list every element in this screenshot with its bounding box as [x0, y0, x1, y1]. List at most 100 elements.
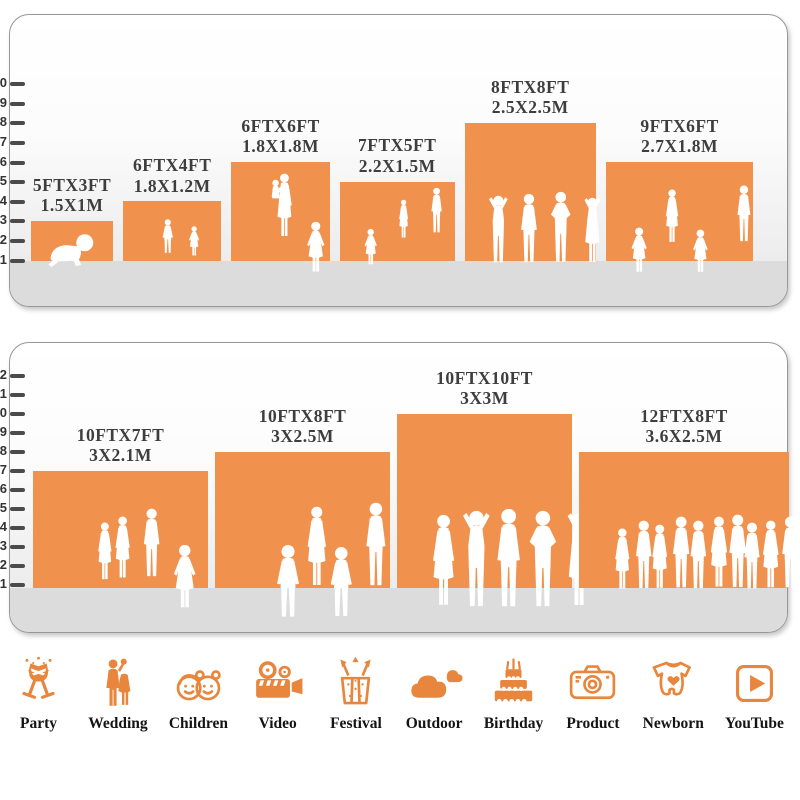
festival-icon	[340, 656, 372, 705]
category-label: Outdoor	[405, 715, 463, 732]
floor-strip	[10, 261, 787, 306]
size-m: 1.8X1.2M	[133, 175, 211, 196]
y-axis-tick-3: 3	[0, 212, 25, 227]
backdrop-size-label: 8FTX8FT 2.5X2.5M	[491, 77, 569, 118]
y-axis-tick-3: 3	[0, 538, 25, 553]
y-axis-tick-label: 3	[0, 538, 7, 553]
size-m: 1.5X1M	[40, 195, 104, 216]
video-icon	[256, 661, 303, 698]
category-label: Newborn	[642, 715, 704, 732]
category-newborn: Newborn	[643, 655, 704, 733]
size-ft: 9FTX6FT	[640, 115, 719, 136]
backdrop-size-label: 6FTX6FT 1.8X1.8M	[241, 116, 319, 157]
newborn-icon	[652, 661, 691, 696]
category-outdoor: Outdoor	[406, 655, 463, 733]
backdrop-size-label: 9FTX6FT 2.7X1.8M	[640, 116, 718, 157]
y-axis-tick-label: 5	[0, 500, 7, 515]
y-axis-tick-label: 7	[0, 462, 7, 477]
size-m: 3X2.5M	[271, 426, 334, 447]
backdrop-size-label: 7FTX5FT 2.2X1.5M	[358, 135, 436, 176]
y-axis-tick-label: 10	[0, 405, 7, 420]
people-silhouette-family-of-four-walking	[215, 452, 390, 600]
backdrop-bar-5ftx3ft: 5FTX3FT 1.5X1M	[31, 175, 113, 261]
backdrop-bar-8ftx8ft: 8FTX8FT 2.5X2.5M	[464, 77, 596, 261]
category-festival: Festival	[327, 655, 384, 733]
size-ft: 8FTX8FT	[491, 76, 570, 97]
youtube-icon	[735, 665, 773, 702]
wedding-icon	[106, 658, 131, 706]
category-label: Party	[19, 715, 57, 732]
size-m: 3X2.1M	[89, 445, 152, 466]
y-axis-tick-label: 4	[0, 192, 7, 208]
y-axis-tick-5: 5	[0, 173, 25, 188]
backdrop-size-label: 10FTX8FT 3X2.5M	[259, 406, 347, 447]
category-label: Wedding	[88, 715, 148, 732]
y-axis-tick-label: 5	[0, 173, 7, 189]
size-ft: 7FTX5FT	[358, 135, 437, 156]
backdrop-bar-7ftx5ft: 7FTX5FT 2.2X1.5M	[339, 135, 455, 261]
y-axis-tick-10: 10	[0, 405, 25, 420]
backdrop-size-label: 10FTX7FT 3X2.1M	[77, 425, 165, 466]
category-label: Video	[258, 715, 297, 732]
y-axis-tick-label: 6	[0, 153, 7, 169]
birthday-icon	[494, 658, 533, 704]
children-icon	[176, 670, 221, 701]
y-axis-tick-7: 7	[0, 462, 25, 477]
size-ft: 6FTX6FT	[241, 115, 320, 136]
y-axis-tick-label: 10	[0, 75, 7, 91]
category-youtube: YouTube	[725, 655, 784, 733]
size-ft: 12FTX8FT	[640, 405, 728, 426]
y-axis-tick-8: 8	[0, 443, 25, 458]
category-label: Birthday	[483, 715, 544, 732]
y-axis-tick-4: 4	[0, 193, 25, 208]
y-axis-tick-4: 4	[0, 519, 25, 534]
backdrop-bar-6ftx4ft: 6FTX4FT 1.8X1.2M	[123, 155, 222, 261]
category-label: YouTube	[725, 715, 784, 732]
y-axis-tick-11: 11	[0, 386, 25, 401]
size-ft: 6FTX4FT	[133, 154, 212, 175]
backdrop-bar-12ftx8ft: 12FTX8FT 3.6X2.5M	[579, 406, 789, 588]
outdoor-icon	[410, 670, 463, 698]
y-axis-tick-label: 2	[0, 557, 7, 572]
people-silhouette-two-women-man-and-girl	[33, 471, 208, 600]
backdrop-bar-10ftx7ft: 10FTX7FT 3X2.1M	[33, 425, 208, 588]
y-axis-tick-label: 1	[0, 251, 7, 267]
size-m: 3.6X2.5M	[645, 426, 723, 447]
y-axis-tick-10: 10	[0, 75, 25, 90]
category-video: Video	[249, 655, 306, 733]
people-silhouette-crowd-of-people	[579, 452, 789, 600]
medium-large-backdrops-panel: 123456789101112 10FTX7FT3X2.1M10FTX8FT3X…	[0, 342, 789, 633]
size-m: 3X3M	[460, 388, 509, 409]
y-axis-tick-12: 12	[0, 367, 25, 382]
y-axis-tick-7: 7	[0, 134, 25, 149]
backdrop-bar-6ftx6ft: 6FTX6FT 1.8X1.8M	[231, 116, 330, 261]
y-axis-tick-label: 2	[0, 231, 7, 247]
y-axis-tick-2: 2	[0, 232, 25, 247]
category-party: Party	[10, 655, 67, 733]
floor-strip	[10, 588, 787, 632]
size-ft: 10FTX7FT	[76, 424, 165, 445]
backdrop-bar-10ftx8ft: 10FTX8FT 3X2.5M	[215, 406, 390, 588]
category-label: Festival	[330, 715, 382, 732]
y-axis-tick-9: 9	[0, 95, 25, 110]
people-silhouette-mother-holding-child-and-girl	[231, 162, 329, 273]
y-axis-tick-1: 1	[0, 252, 25, 267]
y-axis-tick-label: 6	[0, 481, 7, 496]
category-row: Party Wedding Children Video Festival Outdoor…	[0, 655, 800, 733]
y-axis-tick-1: 1	[0, 576, 25, 591]
category-product: Product	[564, 655, 621, 733]
y-axis-tick-6: 6	[0, 154, 25, 169]
party-icon	[22, 656, 55, 699]
backdrop-bar-10ftx10ft: 10FTX10FT 3X3M	[397, 368, 572, 588]
y-axis-tick-9: 9	[0, 424, 25, 439]
size-m: 2.7X1.8M	[641, 136, 719, 157]
backdrop-size-label: 12FTX8FT 3.6X2.5M	[640, 406, 728, 447]
category-wedding: Wedding	[88, 655, 148, 733]
y-axis-tick-8: 8	[0, 114, 25, 129]
y-axis-tick-label: 4	[0, 519, 7, 534]
backdrop-size-label: 10FTX10FT 3X3M	[436, 368, 533, 409]
people-silhouette-four-adults-posing	[465, 123, 596, 273]
people-silhouette-family-of-three	[340, 182, 455, 273]
backdrop-bar-9ftx6ft: 9FTX6FT 2.7X1.8M	[605, 116, 754, 261]
y-axis-tick-label: 9	[0, 94, 7, 110]
